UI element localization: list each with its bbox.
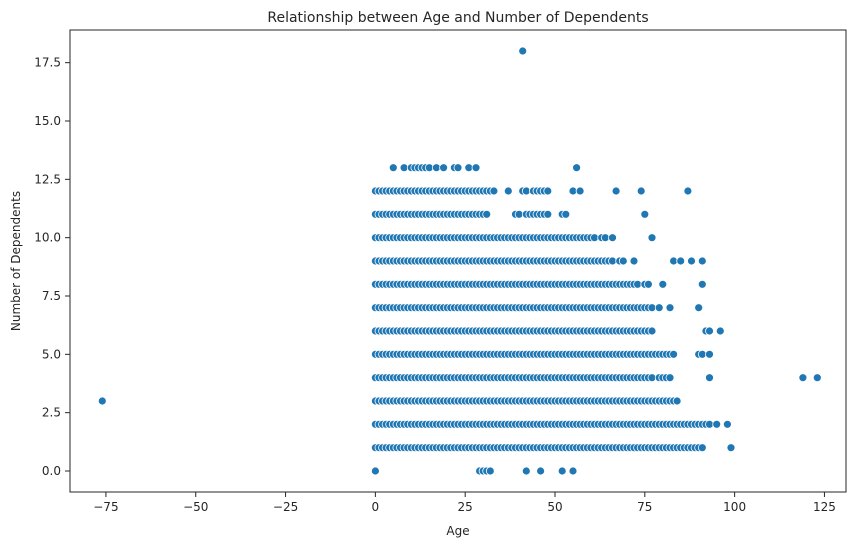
data-point	[687, 256, 696, 266]
y-tick-label: 7.5	[42, 289, 61, 303]
data-point	[694, 303, 704, 313]
data-point	[543, 186, 553, 196]
x-tick-label: 25	[458, 500, 473, 514]
data-point	[665, 373, 675, 383]
data-point	[568, 466, 578, 476]
data-point	[647, 373, 657, 383]
data-point	[608, 233, 617, 243]
data-point	[705, 419, 714, 429]
x-tick-label: 100	[723, 500, 746, 514]
x-tick-label: −25	[273, 500, 298, 514]
data-point	[629, 256, 639, 266]
data-point	[575, 186, 585, 196]
data-point	[798, 373, 808, 383]
data-point	[431, 163, 441, 173]
x-tick-label: 0	[372, 500, 380, 514]
data-point	[464, 163, 474, 173]
data-point	[697, 349, 707, 359]
data-point	[636, 186, 646, 196]
data-point	[489, 186, 499, 196]
data-point	[654, 303, 664, 313]
points-layer	[97, 46, 822, 476]
y-tick-label: 12.5	[34, 172, 61, 186]
data-point	[697, 279, 707, 289]
data-point	[672, 396, 682, 406]
x-tick-label: 75	[637, 500, 652, 514]
data-point	[705, 373, 714, 383]
data-point	[518, 46, 528, 56]
y-axis-ticks: 0.0 2.5 5.0 7.5 10.0 12.5 15.0 17.5	[34, 56, 70, 478]
data-point	[97, 396, 107, 406]
data-point	[640, 209, 650, 219]
data-point	[536, 466, 545, 476]
data-point	[658, 279, 668, 289]
data-point	[697, 443, 707, 453]
chart-title: Relationship between Age and Number of D…	[267, 10, 648, 26]
data-point	[482, 209, 492, 219]
x-axis-ticks: −75 −50 −25 0 25 50 75 100 125	[93, 492, 836, 514]
data-point	[557, 466, 567, 476]
data-point	[712, 419, 722, 429]
data-point	[453, 163, 463, 173]
data-point	[683, 186, 693, 196]
data-point	[697, 256, 707, 266]
data-point	[561, 209, 571, 219]
data-point	[705, 326, 714, 336]
data-point	[647, 326, 657, 336]
data-point	[669, 349, 678, 359]
data-point	[514, 209, 524, 219]
y-tick-label: 5.0	[42, 347, 61, 361]
x-tick-label: −75	[93, 500, 118, 514]
data-point	[590, 233, 599, 243]
y-tick-label: 2.5	[42, 406, 61, 420]
x-axis-label: Age	[446, 524, 469, 538]
data-point	[521, 466, 531, 476]
data-point	[647, 303, 657, 313]
data-point	[705, 349, 714, 359]
data-point	[723, 419, 732, 429]
y-tick-label: 0.0	[42, 464, 61, 478]
data-point	[370, 466, 380, 476]
data-point	[543, 209, 553, 219]
data-point	[633, 279, 642, 289]
y-tick-label: 17.5	[34, 56, 61, 70]
data-point	[439, 163, 449, 173]
data-point	[471, 163, 481, 173]
y-tick-label: 10.0	[34, 231, 61, 245]
x-tick-label: 50	[547, 500, 562, 514]
data-point	[600, 233, 610, 243]
data-point	[676, 256, 686, 266]
x-tick-label: −50	[183, 500, 208, 514]
data-point	[611, 186, 621, 196]
data-point	[618, 256, 628, 266]
data-point	[388, 163, 398, 173]
data-point	[644, 279, 653, 289]
y-axis-label: Number of Dependents	[9, 191, 23, 331]
data-point	[665, 303, 675, 313]
data-point	[485, 466, 495, 476]
x-tick-label: 125	[813, 500, 836, 514]
data-point	[812, 373, 822, 383]
data-point	[608, 256, 617, 266]
data-point	[647, 233, 657, 243]
y-tick-label: 15.0	[34, 114, 61, 128]
data-point	[726, 443, 736, 453]
data-point	[572, 163, 581, 173]
data-point	[715, 326, 725, 336]
data-point	[503, 186, 513, 196]
